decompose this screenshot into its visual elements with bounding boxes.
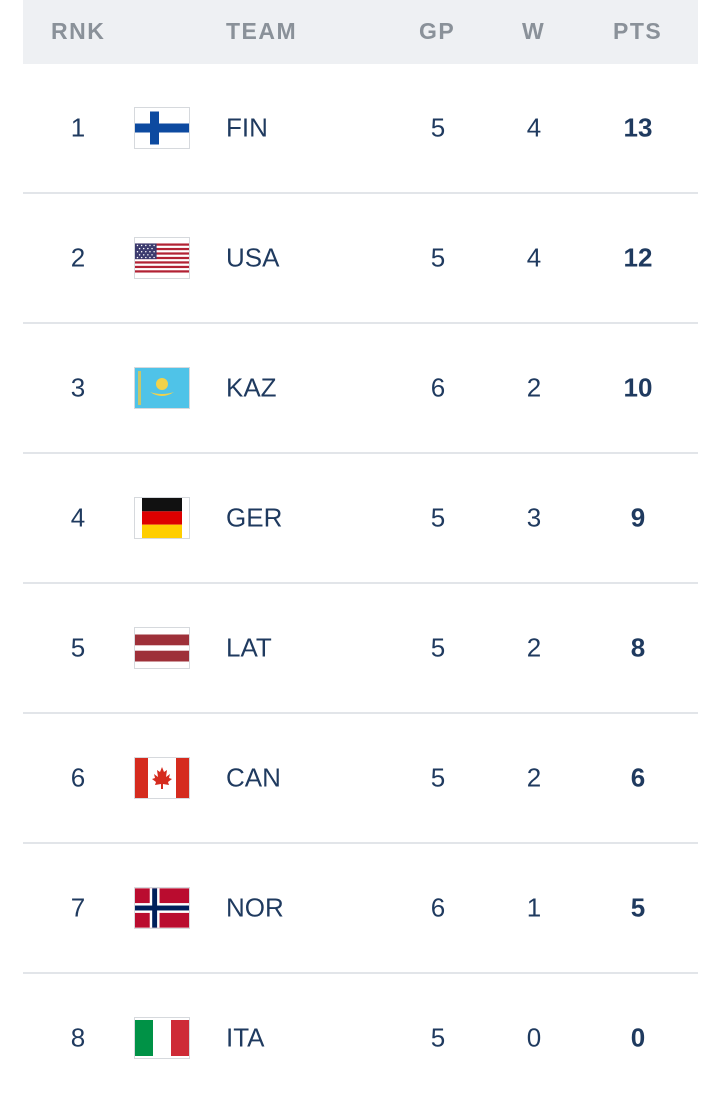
header-wins[interactable]: W [522, 18, 546, 44]
rank-value: 7 [70, 892, 86, 923]
points-value: 12 [623, 242, 653, 273]
canada-flag-icon [135, 758, 189, 798]
team-name[interactable]: NOR [226, 892, 284, 923]
team-name[interactable]: FIN [226, 112, 268, 143]
games-played-value: 5 [430, 242, 446, 273]
team-name[interactable]: LAT [226, 632, 272, 663]
rank-value: 3 [70, 372, 86, 403]
rank-value: 5 [70, 632, 86, 663]
wins-value: 4 [526, 242, 542, 273]
norway-flag-icon [135, 888, 189, 928]
table-row[interactable]: 8 ITA 5 0 0 [23, 974, 698, 1102]
points-value: 8 [630, 632, 646, 663]
rank-value: 6 [70, 762, 86, 793]
rank-value: 1 [70, 112, 86, 143]
points-value: 6 [630, 762, 646, 793]
team-name[interactable]: GER [226, 502, 283, 533]
games-played-value: 5 [430, 502, 446, 533]
header-games-played[interactable]: GP [419, 18, 456, 44]
points-value: 0 [630, 1022, 646, 1053]
wins-value: 2 [526, 372, 542, 403]
team-name[interactable]: CAN [226, 762, 281, 793]
games-played-value: 6 [430, 372, 446, 403]
usa-flag-icon [135, 238, 189, 278]
table-row[interactable]: 3 KAZ 6 2 10 [23, 324, 698, 454]
table-row[interactable]: 4 GER 5 3 9 [23, 454, 698, 584]
italy-flag-icon [135, 1018, 189, 1058]
wins-value: 2 [526, 632, 542, 663]
header-rank[interactable]: RNK [51, 18, 106, 44]
latvia-flag-icon [135, 628, 189, 668]
games-played-value: 5 [430, 1022, 446, 1053]
rank-value: 2 [70, 242, 86, 273]
wins-value: 2 [526, 762, 542, 793]
header-team[interactable]: TEAM [226, 18, 298, 44]
games-played-value: 6 [430, 892, 446, 923]
header-points[interactable]: PTS [613, 18, 663, 44]
points-value: 13 [623, 112, 653, 143]
points-value: 9 [630, 502, 646, 533]
table-header: RNK TEAM GP W PTS [23, 0, 698, 64]
table-row[interactable]: 6 CAN 5 2 6 [23, 714, 698, 844]
points-value: 5 [630, 892, 646, 923]
games-played-value: 5 [430, 112, 446, 143]
wins-value: 1 [526, 892, 542, 923]
germany-flag-icon [135, 498, 189, 538]
wins-value: 0 [526, 1022, 542, 1053]
table-row[interactable]: 2 USA 5 4 12 [23, 194, 698, 324]
rank-value: 8 [70, 1022, 86, 1053]
kazakhstan-flag-icon [135, 368, 189, 408]
games-played-value: 5 [430, 632, 446, 663]
wins-value: 3 [526, 502, 542, 533]
points-value: 10 [623, 372, 653, 403]
table-row[interactable]: 5 LAT 5 2 8 [23, 584, 698, 714]
team-name[interactable]: KAZ [226, 372, 277, 403]
team-name[interactable]: USA [226, 242, 280, 273]
rank-value: 4 [70, 502, 86, 533]
wins-value: 4 [526, 112, 542, 143]
finland-flag-icon [135, 108, 189, 148]
team-name[interactable]: ITA [226, 1022, 265, 1053]
table-row[interactable]: 1 FIN 5 4 13 [23, 64, 698, 194]
table-row[interactable]: 7 NOR 6 1 5 [23, 844, 698, 974]
games-played-value: 5 [430, 762, 446, 793]
standings-table: RNK TEAM GP W PTS 1 FIN 5 4 13 2 [23, 0, 698, 1102]
